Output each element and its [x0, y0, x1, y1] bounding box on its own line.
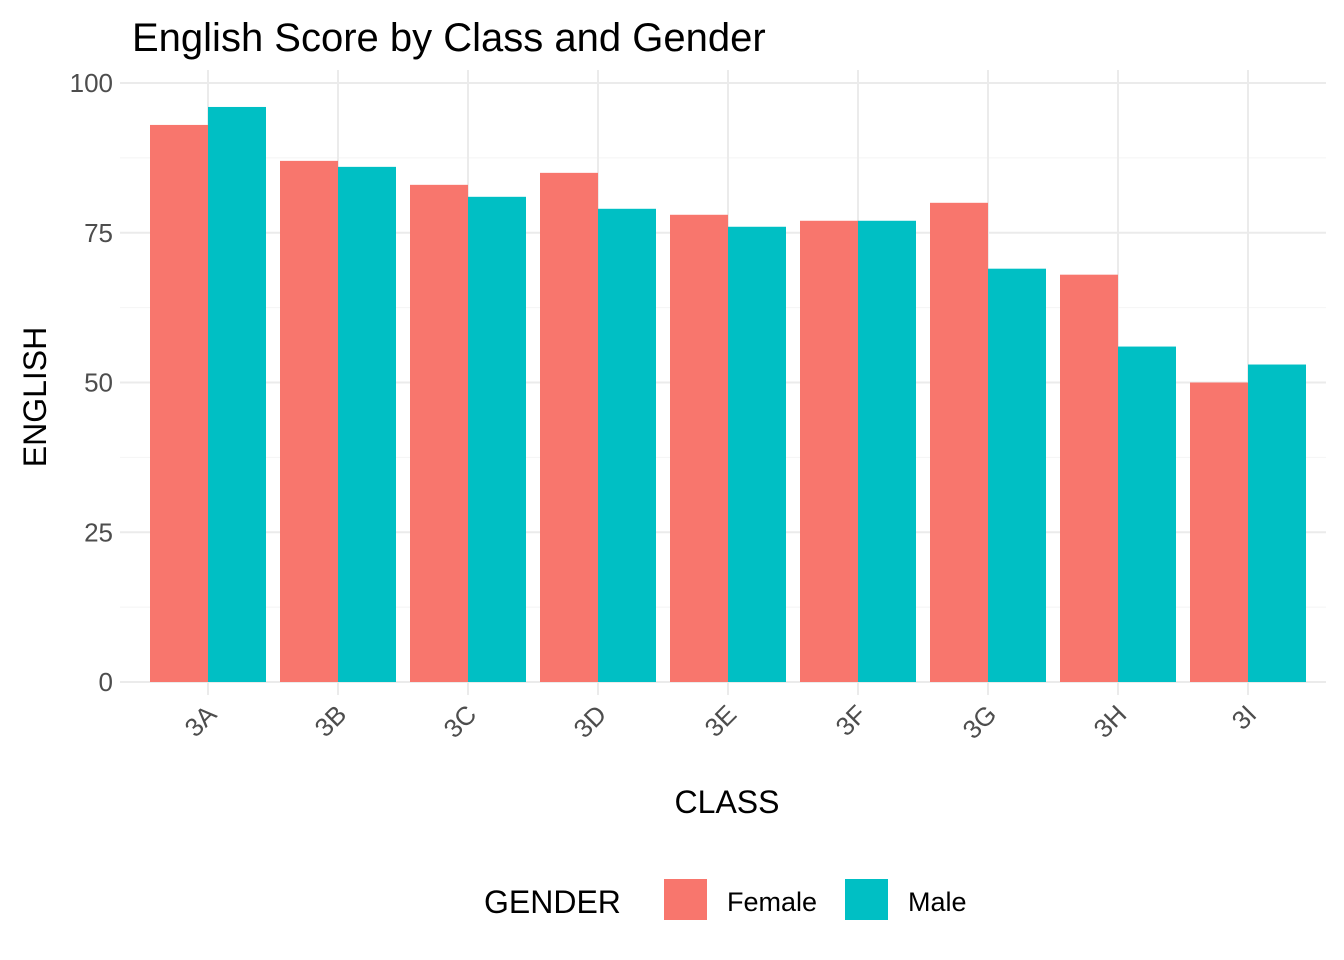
bar-male-3f — [858, 220, 916, 682]
x-tick-label: 3C — [438, 699, 483, 744]
bar-male-3d — [598, 208, 656, 683]
x-tick-label: 3D — [568, 699, 613, 744]
legend-swatch-female — [664, 879, 707, 920]
x-axis-ticks: 3A 3B 3C 3D 3E 3F 3G 3H 3I — [179, 699, 1263, 745]
x-tick-label: 3I — [1226, 699, 1263, 736]
bar-female-3d — [540, 172, 598, 682]
y-tick-label: 50 — [84, 368, 113, 398]
legend-label-male: Male — [908, 887, 967, 917]
x-tick-label: 3B — [309, 699, 353, 743]
y-tick-label: 25 — [84, 517, 113, 547]
x-tick-label: 3F — [830, 699, 873, 742]
x-tick-label: 3H — [1088, 699, 1133, 744]
bar-female-3b — [280, 160, 338, 682]
legend-swatch-male — [845, 879, 888, 920]
bar-male-3e — [728, 226, 786, 682]
chart-title: English Score by Class and Gender — [132, 16, 766, 60]
bar-female-3g — [930, 202, 988, 683]
bar-female-3f — [800, 220, 858, 682]
bar-male-3c — [468, 196, 526, 682]
bar-female-3h — [1060, 274, 1118, 682]
bars — [150, 106, 1306, 683]
legend-label-female: Female — [727, 887, 817, 917]
bar-male-3i — [1248, 364, 1306, 682]
bar-male-3h — [1118, 346, 1176, 682]
y-tick-label: 0 — [99, 667, 113, 697]
y-axis-ticks: 0 25 50 75 100 — [70, 68, 113, 697]
bar-male-3b — [338, 166, 396, 683]
y-axis-title: ENGLISH — [17, 327, 53, 467]
bar-male-3a — [208, 106, 266, 682]
bar-female-3i — [1190, 382, 1248, 682]
y-tick-label: 75 — [84, 218, 113, 248]
bar-female-3c — [410, 184, 468, 682]
y-tick-label: 100 — [70, 68, 113, 98]
x-axis-title: CLASS — [675, 784, 780, 820]
bar-female-3e — [670, 214, 728, 682]
bar-male-3g — [988, 268, 1046, 682]
legend-title: GENDER — [484, 884, 621, 920]
x-tick-label: 3A — [179, 699, 223, 743]
legend: GENDER Female Male — [484, 879, 967, 920]
bar-female-3a — [150, 124, 208, 683]
x-tick-label: 3E — [699, 699, 743, 743]
x-tick-label: 3G — [957, 699, 1003, 745]
